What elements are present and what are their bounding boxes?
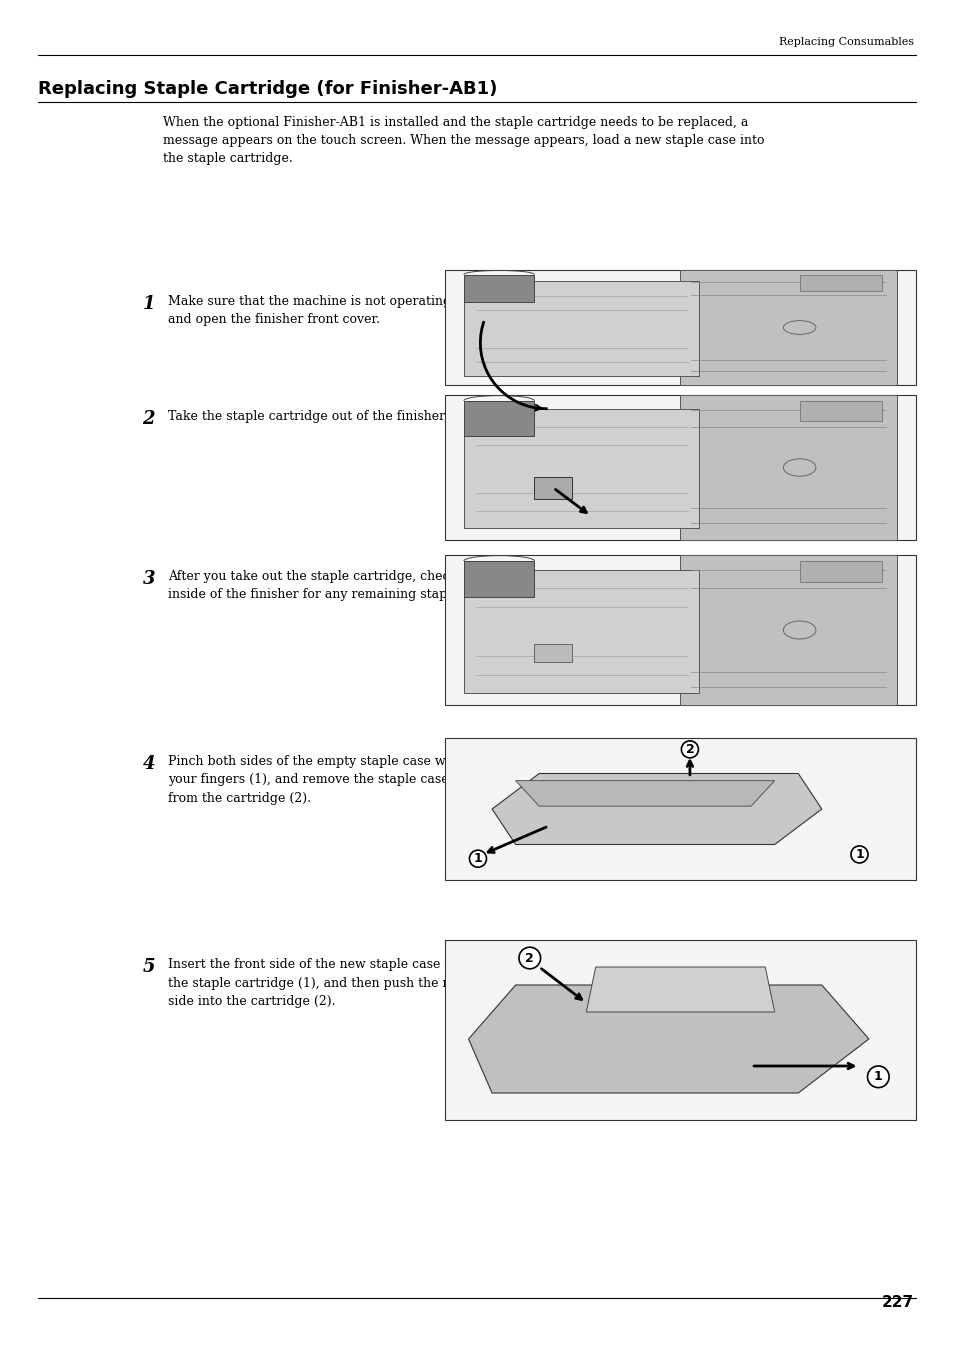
Bar [463,401,534,436]
Bar [444,396,915,540]
Polygon shape [516,780,774,806]
Bar [463,570,699,693]
Text: Replacing Staple Cartridge (for Finisher-AB1): Replacing Staple Cartridge (for Finisher… [38,80,497,99]
Polygon shape [468,986,868,1094]
Bar [463,409,699,528]
Ellipse shape [782,621,815,639]
Text: 1: 1 [142,296,154,313]
Text: After you take out the staple cartridge, check
inside of the finisher for any re: After you take out the staple cartridge,… [168,570,468,602]
Text: Pinch both sides of the empty staple case with
your fingers (1), and remove the : Pinch both sides of the empty staple cas… [168,755,462,805]
Text: When the optional Finisher-AB1 is installed and the staple cartridge needs to be: When the optional Finisher-AB1 is instal… [163,116,763,165]
Text: Insert the front side of the new staple case into
the staple cartridge (1), and : Insert the front side of the new staple … [168,958,469,1008]
Bar [799,274,882,290]
Text: Take the staple cartridge out of the finisher.: Take the staple cartridge out of the fin… [168,410,447,423]
Circle shape [866,1066,888,1088]
Bar [444,940,915,1120]
Text: 2: 2 [142,410,154,428]
Polygon shape [586,967,774,1012]
Bar [444,270,915,385]
Bar [799,401,882,421]
Text: 4: 4 [142,755,154,774]
Text: 2: 2 [525,952,534,964]
Text: 1: 1 [473,852,482,865]
Ellipse shape [782,459,815,477]
Bar [444,555,915,705]
Text: 3: 3 [142,570,154,589]
Text: 2: 2 [685,743,694,756]
Ellipse shape [782,320,815,335]
Text: Make sure that the machine is not operating,
and open the finisher front cover.: Make sure that the machine is not operat… [168,296,455,327]
Text: Replacing Consumables: Replacing Consumables [778,36,913,47]
Bar [463,562,534,597]
Bar [534,477,572,498]
Bar [679,270,896,385]
Bar [799,562,882,582]
Circle shape [680,741,698,757]
Circle shape [469,850,486,867]
Bar [444,738,915,880]
Bar [679,555,896,705]
Polygon shape [492,774,821,845]
Text: 1: 1 [854,848,863,861]
Circle shape [850,846,867,863]
Bar [463,274,534,302]
Text: 227: 227 [881,1295,913,1309]
Bar [463,282,699,375]
Text: 5: 5 [142,958,154,976]
Text: 1: 1 [873,1071,882,1083]
Bar [534,644,572,663]
Circle shape [518,948,540,969]
Bar [679,396,896,540]
